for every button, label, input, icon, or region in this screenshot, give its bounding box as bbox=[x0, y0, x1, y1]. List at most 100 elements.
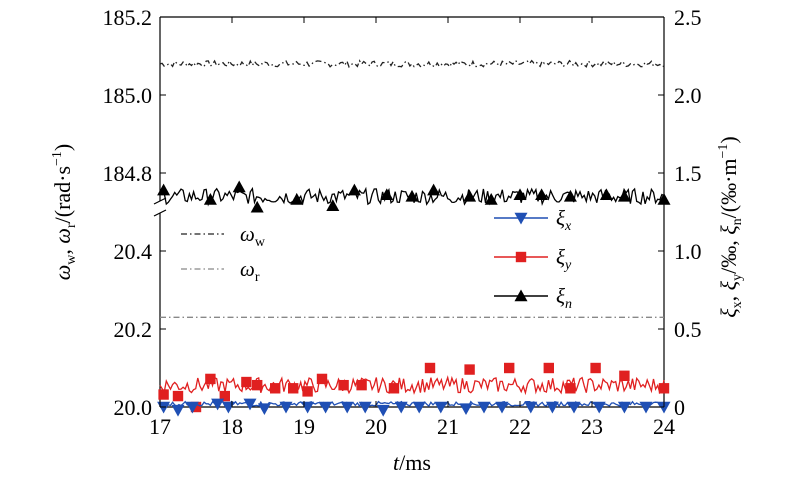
data-point bbox=[563, 189, 577, 202]
right-tick-label: 2.0 bbox=[674, 83, 702, 108]
data-point bbox=[316, 373, 328, 385]
left-tick-label: 20.4 bbox=[114, 239, 153, 264]
data-point bbox=[288, 383, 299, 394]
data-point bbox=[590, 362, 601, 374]
x-tick-label: 24 bbox=[653, 414, 675, 439]
data-point bbox=[495, 401, 509, 414]
legend-label: ωw bbox=[240, 222, 266, 250]
axis-break-mark bbox=[153, 197, 167, 205]
x-tick-label: 23 bbox=[581, 414, 603, 439]
data-point bbox=[543, 362, 554, 374]
axis-break-mark bbox=[153, 209, 167, 217]
data-point bbox=[211, 398, 225, 411]
legend: ωw ωr ξx ξy ξn bbox=[181, 206, 572, 312]
data-point bbox=[356, 379, 367, 391]
data-point bbox=[434, 401, 448, 414]
data-point bbox=[172, 390, 184, 402]
data-point bbox=[515, 251, 527, 263]
data-point bbox=[657, 193, 671, 205]
data-point bbox=[185, 401, 199, 414]
data-point bbox=[565, 383, 576, 394]
series-line bbox=[159, 59, 665, 69]
data-point bbox=[257, 403, 271, 416]
x-tick-label: 21 bbox=[437, 414, 459, 439]
data-point bbox=[157, 183, 171, 196]
data-point bbox=[567, 401, 581, 414]
series-ξ_y bbox=[158, 362, 670, 413]
right-tick-label: 0 bbox=[674, 395, 685, 420]
data-point bbox=[157, 401, 171, 414]
series-ξ_n bbox=[157, 180, 671, 213]
data-point bbox=[340, 401, 354, 414]
data-point bbox=[464, 364, 475, 375]
data-point bbox=[427, 183, 441, 196]
right-tick-label: 1.0 bbox=[674, 239, 702, 264]
series-line bbox=[159, 400, 665, 408]
data-point bbox=[171, 404, 185, 417]
x-tick-label: 17 bbox=[149, 414, 171, 439]
data-point bbox=[658, 383, 670, 394]
data-point bbox=[477, 401, 491, 414]
right-tick-label: 0.5 bbox=[674, 317, 702, 342]
legend-item: ξx bbox=[494, 206, 572, 234]
data-point bbox=[319, 401, 333, 414]
data-point bbox=[347, 183, 361, 196]
data-point bbox=[203, 193, 217, 205]
x-axis-label: t/ms bbox=[393, 450, 431, 475]
data-point bbox=[545, 401, 559, 414]
legend-label: ξn bbox=[556, 284, 572, 312]
left-tick-label: 184.8 bbox=[103, 161, 153, 186]
data-point bbox=[657, 401, 671, 414]
data-point bbox=[619, 370, 630, 381]
legend-label: ωr bbox=[240, 257, 260, 285]
data-point bbox=[639, 401, 653, 414]
data-point bbox=[219, 390, 230, 402]
data-point bbox=[380, 188, 394, 201]
plot-frame bbox=[153, 16, 665, 408]
data-point bbox=[302, 386, 313, 397]
data-point bbox=[158, 389, 169, 400]
legend-label: ξy bbox=[556, 245, 572, 273]
data-point bbox=[535, 188, 549, 201]
legend-item: ξn bbox=[494, 284, 572, 312]
data-point bbox=[424, 362, 436, 374]
data-point bbox=[252, 379, 263, 391]
data-point bbox=[524, 401, 538, 414]
data-point bbox=[358, 401, 372, 414]
data-point bbox=[326, 199, 340, 211]
data-point bbox=[514, 212, 528, 225]
left-axis-label: ωw, ωr/(rad·s−1) bbox=[50, 144, 79, 281]
x-tick-label: 18 bbox=[221, 414, 243, 439]
data-point bbox=[405, 189, 419, 202]
x-tick-label: 20 bbox=[365, 414, 387, 439]
data-point bbox=[279, 401, 293, 414]
data-point bbox=[592, 401, 606, 414]
data-point bbox=[617, 189, 631, 202]
left-tick-label: 185.0 bbox=[103, 83, 153, 108]
left-tick-label: 20.0 bbox=[114, 395, 153, 420]
plot-series bbox=[157, 59, 671, 417]
data-point bbox=[301, 401, 315, 414]
data-point bbox=[459, 403, 473, 416]
legend-item: ξy bbox=[494, 245, 572, 273]
right-tick-label: 2.5 bbox=[674, 5, 702, 30]
data-point bbox=[463, 189, 477, 202]
series-ξ_x bbox=[157, 398, 671, 417]
data-point bbox=[514, 289, 528, 302]
legend-label: ξx bbox=[556, 206, 572, 234]
legend-item: ωw bbox=[181, 222, 266, 250]
data-point bbox=[484, 193, 498, 205]
legend-item: ωr bbox=[181, 257, 260, 285]
series-ω_w bbox=[159, 59, 665, 69]
data-point bbox=[205, 373, 216, 385]
data-point bbox=[221, 401, 235, 414]
data-point bbox=[290, 193, 304, 205]
left-tick-label: 185.2 bbox=[103, 5, 153, 30]
right-tick-label: 1.5 bbox=[674, 161, 702, 186]
right-axis-label: ξx, ξy/‰, ξn/(‰·m−1) bbox=[716, 136, 745, 318]
series-line bbox=[159, 375, 665, 396]
x-tick-label: 22 bbox=[509, 414, 531, 439]
data-point bbox=[513, 188, 527, 201]
data-point bbox=[376, 404, 390, 417]
